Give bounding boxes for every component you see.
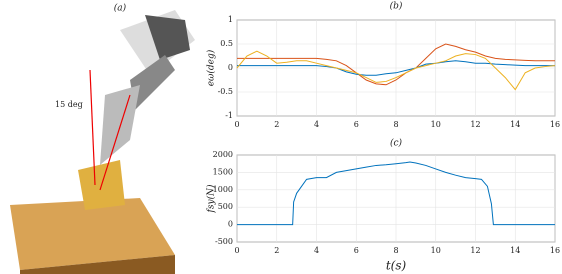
x-tick-label: 4 (314, 246, 319, 255)
panel-title: (c) (390, 138, 403, 149)
y-tick-label: 500 (218, 202, 233, 211)
x-tick-label: 4 (314, 120, 319, 129)
y-tick-label: 0 (228, 63, 233, 72)
x-tick-label: 0 (234, 120, 239, 129)
x-tick-label: 14 (510, 120, 520, 129)
data-line (237, 43, 555, 86)
y-tick-label: 0.5 (220, 39, 233, 48)
panel-title: (b) (390, 1, 403, 12)
panel-label: (a) (114, 3, 127, 14)
y-tick-label: 1000 (213, 185, 233, 194)
x-tick-label: 16 (550, 246, 560, 255)
y-tick-label: 1 (228, 15, 233, 24)
x-tick-label: 6 (354, 120, 359, 129)
x-tick-label: 14 (510, 246, 520, 255)
x-tick-label: 6 (354, 246, 359, 255)
y-tick-label: -500 (215, 237, 233, 246)
data-line (237, 60, 555, 76)
x-tick-label: 12 (470, 246, 480, 255)
x-tick-label: 8 (393, 246, 398, 255)
y-tick-label: 0 (228, 220, 233, 229)
y-tick-label: 2000 (213, 150, 233, 159)
x-tick-label: 10 (431, 120, 441, 129)
angle-annotation: 15 deg (55, 100, 83, 109)
y-tick-label: -1 (225, 111, 233, 120)
y-axis-label: eω(deg) (206, 49, 217, 86)
x-tick-label: 16 (550, 120, 560, 129)
x-tick-label: 10 (431, 246, 441, 255)
x-tick-label: 0 (234, 246, 239, 255)
y-tick-label: 1500 (213, 167, 233, 176)
y-tick-label: -0.5 (218, 87, 233, 96)
data-line (237, 161, 555, 226)
x-tick-label: 2 (274, 120, 279, 129)
x-tick-label: 12 (470, 120, 480, 129)
photo: (a) 15 deg (0, 0, 230, 274)
x-tick-label: 2 (274, 246, 279, 255)
x-tick-label: 8 (393, 120, 398, 129)
x-axis-label: t(s) (386, 259, 407, 273)
data-line (236, 50, 556, 91)
y-axis-label: fsy(N) (206, 184, 217, 213)
